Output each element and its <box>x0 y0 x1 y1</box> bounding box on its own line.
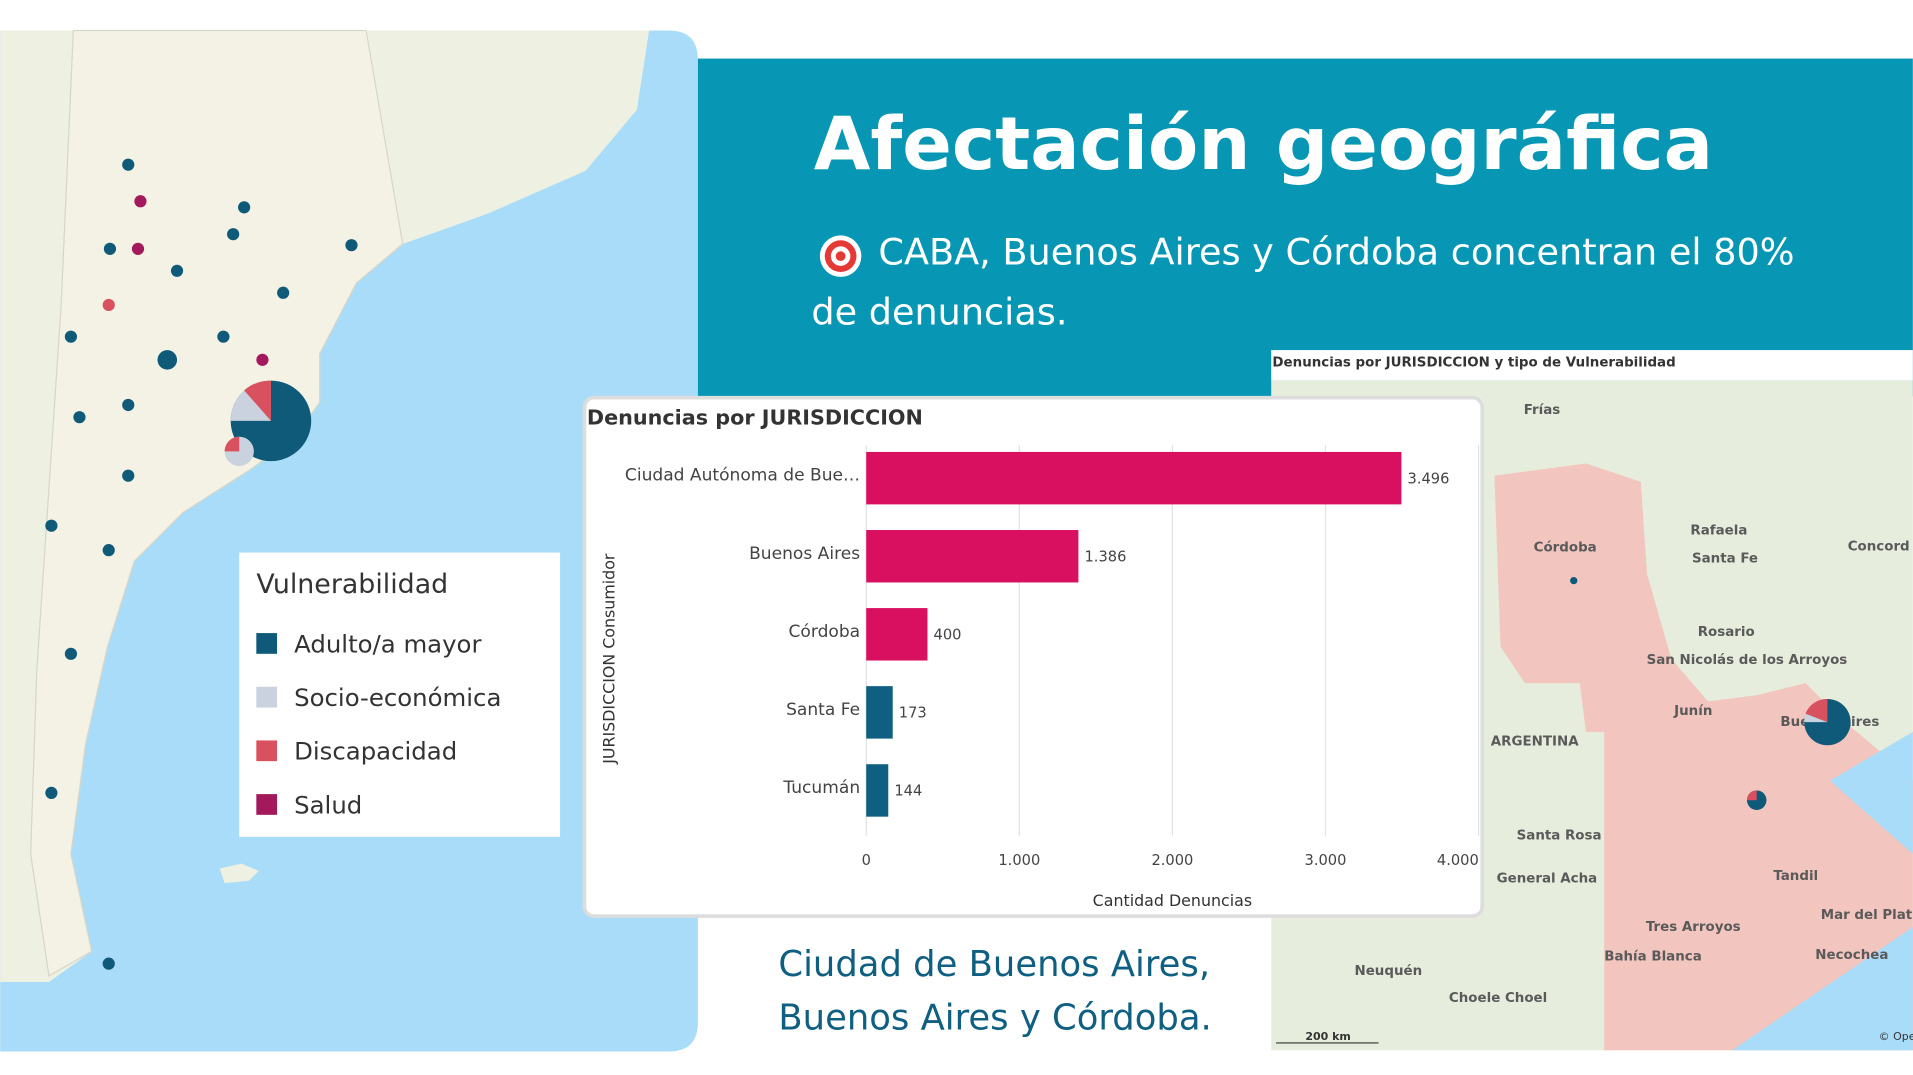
map-label: Choele Choel <box>1449 991 1547 1006</box>
value-label: 173 <box>899 705 927 722</box>
map-label: Neuquén <box>1354 963 1422 979</box>
bar <box>866 608 928 661</box>
river <box>1829 731 1913 854</box>
map-label: Tandil <box>1773 869 1818 884</box>
plot: 0 1.000 2.000 3.000 4.000 Ciudad Autónoma de … <box>625 445 1480 869</box>
value-label: 3.496 <box>1408 470 1450 487</box>
y-tick-label: Ciudad Autónoma de Bue… <box>625 466 860 486</box>
value-label: 144 <box>894 783 922 800</box>
legend-swatch <box>256 740 278 762</box>
map-label: Tres Arroyos <box>1646 920 1741 935</box>
value-label: 1.386 <box>1085 548 1127 565</box>
x-axis-label: Cantidad Denuncias <box>1093 891 1252 910</box>
slide-title: Afectación geográfica <box>814 102 1713 187</box>
y-tick-label: Tucumán <box>782 778 860 798</box>
map-label: Rosario <box>1698 625 1755 640</box>
map-label: Concord <box>1848 539 1910 554</box>
map-label: Santa Rosa <box>1517 829 1602 844</box>
right-map-markers <box>1570 576 1851 810</box>
map-header <box>1271 350 1913 381</box>
x-tick-label: 4.000 <box>1437 852 1479 869</box>
legend-title: Vulnerabilidad <box>256 569 448 600</box>
bar <box>866 530 1079 583</box>
attribution: © Ope <box>1879 1030 1913 1043</box>
y-tick-label: Buenos Aires <box>749 544 860 564</box>
caption-box: Ciudad de Buenos Aires, Buenos Aires y C… <box>778 942 1212 1039</box>
map-labels: Frías Córdoba Rafaela Santa Fe Concord Rosari… <box>1354 402 1912 1006</box>
argentina-land <box>30 29 404 977</box>
legend-label: Discapacidad <box>294 737 457 766</box>
legend-label: Socio-económica <box>294 683 501 712</box>
map-title: Denuncias por JURISDICCION y tipo de Vul… <box>1272 355 1675 370</box>
highlighted-provinces <box>1494 463 1913 1051</box>
chart-title: Denuncias por JURISDICCION <box>587 405 923 429</box>
legend-label: Salud <box>294 790 362 819</box>
target-icon <box>819 235 862 277</box>
legend-swatch <box>256 633 278 654</box>
highlight-box: CABA, Buenos Aires y Córdoba concentran … <box>811 231 1795 335</box>
map-label: Necochea <box>1815 948 1888 963</box>
y-tick-label: Córdoba <box>789 622 861 642</box>
map-label: Santa Fe <box>1692 552 1758 567</box>
map-markers <box>45 158 358 970</box>
legend-swatch <box>256 686 278 708</box>
map-label: Junín <box>1673 703 1712 719</box>
map-label: Córdoba <box>1534 540 1597 556</box>
chart-card <box>582 395 1485 918</box>
y-axis-label: JURISDICCION Consumidor <box>600 553 619 765</box>
x-tick-label: 3.000 <box>1305 852 1347 869</box>
legend: Adulto/a mayor Socio-económica Discapacida… <box>256 629 501 819</box>
scale-label: 200 km <box>1305 1030 1350 1043</box>
map-label: San Nicolás de los Arroyos <box>1647 652 1848 668</box>
map-label: Frías <box>1524 402 1561 418</box>
value-label: 400 <box>934 627 962 644</box>
bar <box>866 686 893 739</box>
highlight: CABA, Buenos Aires y Córdoba concentran … <box>811 231 1795 335</box>
x-tick-label: 0 <box>862 852 871 869</box>
map-label: Bahía Blanca <box>1604 948 1702 964</box>
banner <box>697 58 1913 397</box>
legend-swatch <box>256 794 278 815</box>
bar <box>866 764 889 817</box>
x-tick-label: 1.000 <box>998 852 1040 869</box>
bar <box>866 451 1402 505</box>
map-label: General Acha <box>1497 871 1598 886</box>
legend-label: Adulto/a mayor <box>294 629 482 658</box>
map-label: ARGENTINA <box>1491 735 1579 750</box>
legend-box <box>239 552 561 837</box>
map-label: Rafaela <box>1690 524 1747 539</box>
map-label: Mar del Plat <box>1821 908 1913 923</box>
caption: Ciudad de Buenos Aires, Buenos Aires y C… <box>778 942 1212 1039</box>
islands <box>219 863 259 884</box>
x-tick-label: 2.000 <box>1151 852 1193 869</box>
y-tick-label: Santa Fe <box>786 700 860 720</box>
